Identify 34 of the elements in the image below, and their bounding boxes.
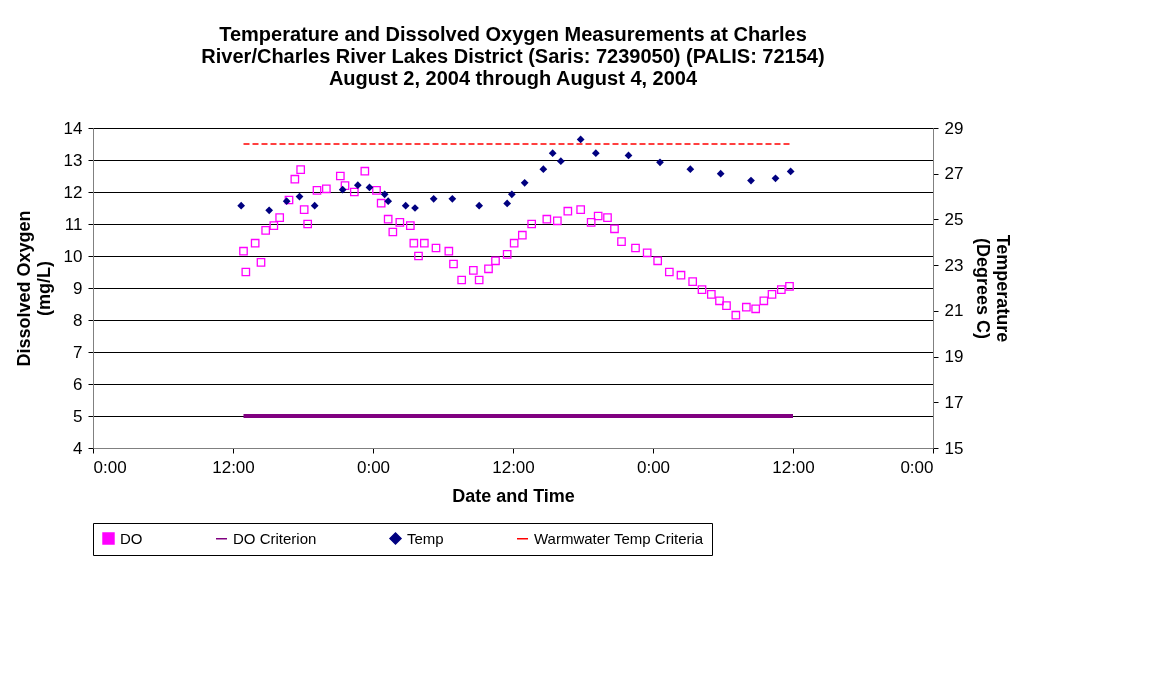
y-tick-label: 6: [73, 374, 83, 394]
x-tick-label: 0:00: [900, 457, 934, 477]
x-tick-label: 0:00: [636, 457, 671, 477]
y2-tick-label: 29: [944, 118, 964, 138]
x-tick-label: 12:00: [772, 457, 815, 477]
y-tick-label: 13: [63, 150, 83, 170]
y2-tick-label: 19: [944, 347, 964, 367]
y2-tick-label: 17: [944, 392, 964, 412]
y-axis-title: Dissolved Oxygen (mg/L): [13, 210, 54, 367]
y2-tick-label: 27: [944, 164, 964, 184]
x-tick-label: 0:00: [356, 457, 391, 477]
y2-axis-title: Temperature (Degrees C): [973, 234, 1014, 343]
x-tick-label: 0:00: [93, 457, 127, 477]
y2-tick-label: 21: [944, 301, 964, 321]
legend-label: DO: [120, 529, 143, 547]
y-tick-label: 14: [63, 118, 83, 138]
y-tick-label: 10: [63, 246, 83, 266]
y-tick-label: 4: [73, 438, 83, 458]
y-tick-label: 8: [73, 310, 83, 330]
legend-label: Temp: [407, 529, 444, 547]
chart-title: Temperature and Dissolved Oxygen Measurements at Charles River/Charles River Lakes District (Saris: 7239050) (PALIS: 72154) August 2, 2004 through August 4, 2004: [201, 23, 825, 89]
x-axis-title: Date and Time: [452, 485, 575, 506]
y-tick-label: 5: [73, 406, 83, 426]
y2-tick-label: 15: [944, 438, 964, 458]
y2-tick-label: 25: [944, 209, 964, 229]
y-tick-label: 12: [63, 182, 83, 202]
y-tick-label: 7: [73, 342, 83, 362]
x-tick-label: 12:00: [212, 457, 255, 477]
legend-label: Warmwater Temp Criteria: [534, 529, 704, 547]
y2-tick-label: 23: [944, 255, 964, 275]
y-tick-label: 11: [64, 214, 83, 234]
x-tick-label: 12:00: [492, 457, 535, 477]
y-tick-label: 9: [73, 278, 83, 298]
legend-label: DO Criterion: [233, 529, 317, 547]
